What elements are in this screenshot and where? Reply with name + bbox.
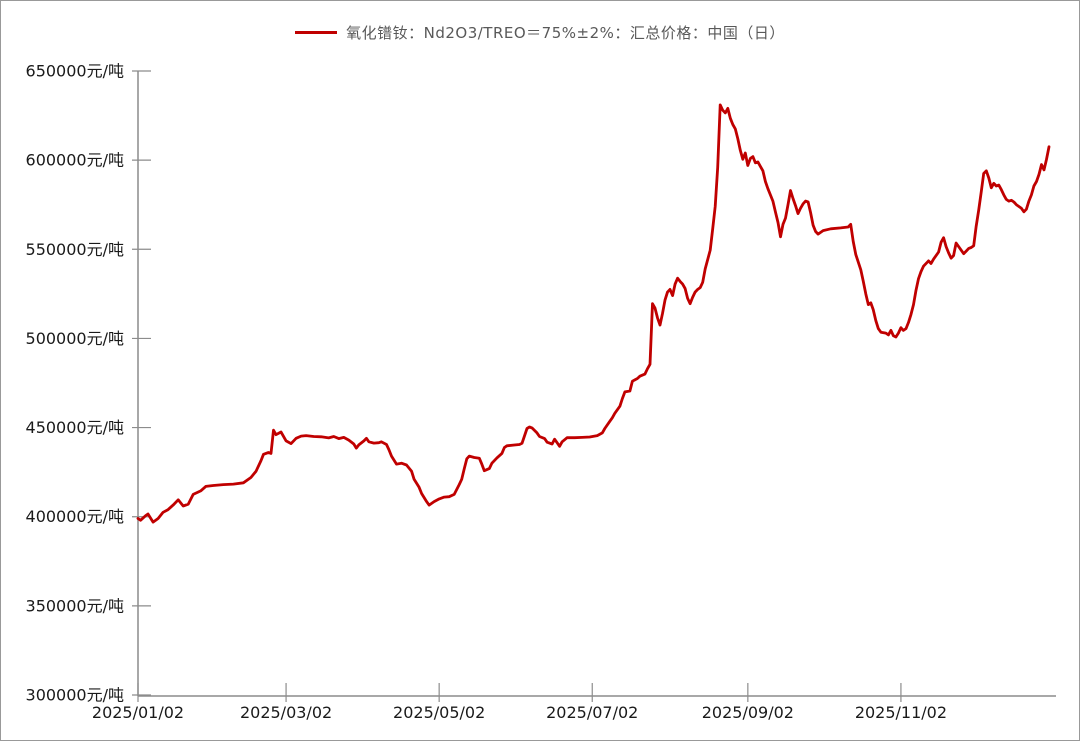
y-axis-label: 500000元/吨: [26, 329, 124, 348]
y-axis-label: 350000元/吨: [26, 596, 124, 615]
y-axis-label: 300000元/吨: [26, 686, 124, 705]
price-line: [136, 103, 1051, 524]
x-axis-label: 2025/05/02: [393, 703, 485, 722]
x-axis-label: 2025/03/02: [240, 703, 332, 722]
y-axis-label: 450000元/吨: [26, 418, 124, 437]
y-axis-label: 550000元/吨: [26, 240, 124, 259]
x-axis-label: 2025/09/02: [702, 703, 794, 722]
x-axis-label: 2025/01/02: [92, 703, 184, 722]
y-axis-label: 400000元/吨: [26, 507, 124, 526]
y-axis-label: 600000元/吨: [26, 151, 124, 170]
x-axis-label: 2025/11/02: [855, 703, 947, 722]
x-axis-label: 2025/07/02: [546, 703, 638, 722]
y-axis-label: 650000元/吨: [26, 62, 124, 81]
